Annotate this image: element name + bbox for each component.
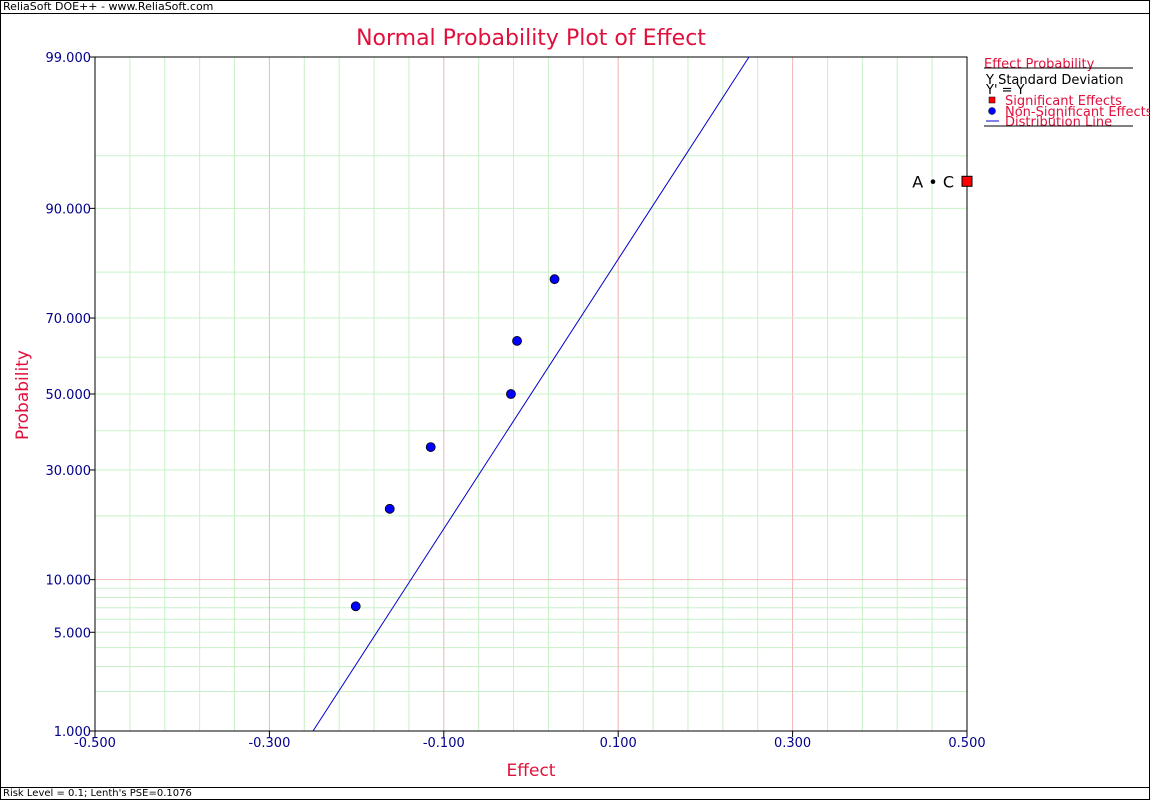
status-text: Risk Level = 0.1; Lenth's PSE=0.1076 xyxy=(3,788,192,799)
x-tick-label: -0.500 xyxy=(74,736,116,751)
significant-effect-label: A • C xyxy=(912,172,954,191)
legend-y-label: Y Standard Deviation xyxy=(985,73,1124,88)
legend-transform: Y' = Y xyxy=(985,83,1025,98)
x-tick-label: 0.500 xyxy=(948,736,985,751)
grid xyxy=(95,57,967,731)
non-significant-effect-point xyxy=(384,503,395,514)
non-significant-effect-point xyxy=(512,336,522,346)
legend: Effect Probability Y Standard Deviation … xyxy=(984,57,1150,130)
y-tick-label: 70.000 xyxy=(46,312,92,327)
distribution-line-layer xyxy=(312,56,750,732)
legend-significant-label: Significant Effects xyxy=(1005,94,1122,109)
y-tick-label: 99.000 xyxy=(46,51,92,66)
axes: 1.000 5.000 10.000 30.000 50.000 70.000 90.000… xyxy=(46,51,986,751)
y-tick-label: 1.000 xyxy=(54,725,91,740)
non-significant-effect-point xyxy=(425,442,436,452)
distribution-line xyxy=(312,56,750,732)
points-layer: A • C xyxy=(350,172,973,612)
legend-line-label: Distribution Line xyxy=(1005,115,1112,130)
y-axis-label: Probability xyxy=(13,350,33,440)
app-header: ReliaSoft DOE++ - www.ReliaSoft.com xyxy=(0,0,1150,14)
app-header-text: ReliaSoft DOE++ - www.ReliaSoft.com xyxy=(3,0,214,13)
non-significant-effect-point xyxy=(350,601,361,612)
legend-title: Effect Probability xyxy=(984,57,1095,72)
x-tick-label: 0.100 xyxy=(600,736,637,751)
non-significant-effect-point xyxy=(549,274,560,285)
legend-nonsignificant-marker xyxy=(988,107,996,115)
y-tick-label: 90.000 xyxy=(46,202,92,217)
x-tick-label: -0.300 xyxy=(248,736,290,751)
y-tick-label: 50.000 xyxy=(46,388,92,403)
significant-effect-point xyxy=(961,175,973,187)
y-tick-label: 10.000 xyxy=(46,574,92,589)
x-axis-label: Effect xyxy=(507,761,556,781)
non-significant-effect-point xyxy=(506,389,516,399)
legend-significant-marker xyxy=(988,96,996,104)
x-tick-label: -0.100 xyxy=(423,736,465,751)
status-bar: Risk Level = 0.1; Lenth's PSE=0.1076 xyxy=(0,787,1150,800)
x-tick-label: 0.300 xyxy=(774,736,811,751)
chart-title: Normal Probability Plot of Effect xyxy=(356,26,706,51)
legend-nonsignificant-label: Non-Significant Effects xyxy=(1005,105,1150,120)
y-tick-label: 5.000 xyxy=(54,626,91,641)
y-tick-label: 30.000 xyxy=(46,464,92,479)
